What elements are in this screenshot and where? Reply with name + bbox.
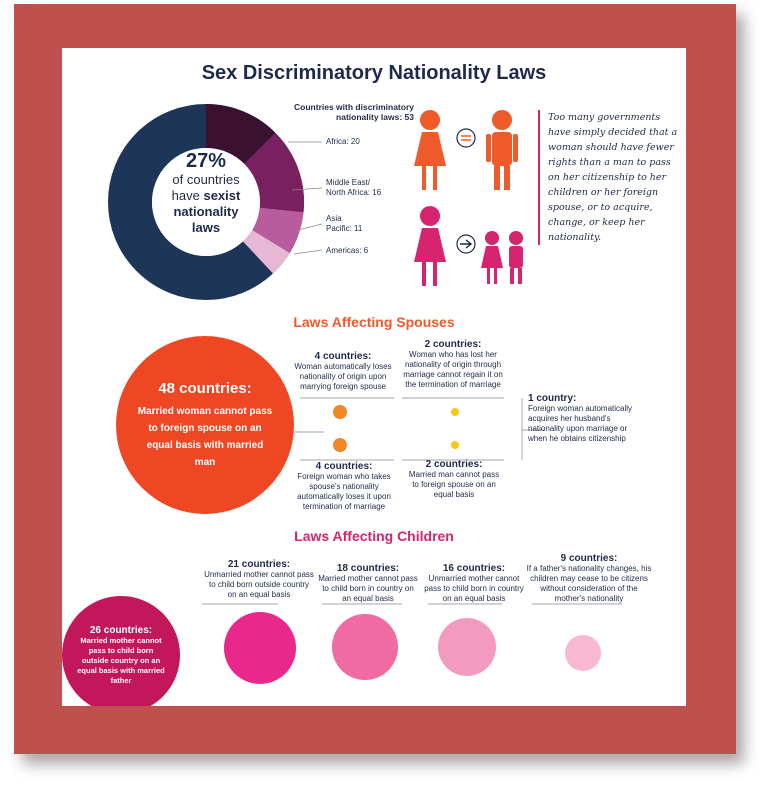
child3-label: 18 countries: Married mother cannot pass… — [318, 564, 418, 604]
donut-chart — [108, 104, 305, 300]
legend-africa: Africa: 20 — [326, 137, 360, 146]
donut-header-line2: nationality laws: 53 — [336, 112, 414, 122]
center-line3: nationality — [173, 204, 239, 219]
infographic-sheet: Sex Discriminatory Nationality Laws 27% … — [62, 48, 686, 706]
pass-arrow-icon — [456, 234, 476, 254]
legend-mena-line1: Middle East/ — [326, 178, 371, 187]
spouse-item3-text: Foreign woman who takes spouse's nationa… — [297, 472, 391, 511]
legend-mena: Middle East/ North Africa: 16 — [326, 178, 381, 198]
donut-center-label: 27% of countries have sexist nationality… — [158, 150, 254, 236]
spouse-item4-count: 2 countries: — [425, 459, 483, 470]
spouse-item3-dot — [333, 438, 347, 452]
spouse-item2: 2 countries: Woman who has lost her nati… — [398, 340, 508, 390]
spouse-item1: 4 countries: Woman automatically loses n… — [288, 352, 398, 392]
center-percentage: 27% — [185, 150, 227, 172]
spouse-item2-text: Woman who has lost her nationality of or… — [403, 350, 503, 389]
spouse-item4: 2 countries: Married man cannot pass to … — [406, 460, 502, 500]
spouse-item4-dot — [451, 441, 459, 449]
children-title: Laws Affecting Children — [294, 528, 454, 544]
daughter-icon — [481, 231, 503, 284]
child2-text: Unmarried mother cannot pass to child bo… — [204, 570, 314, 599]
child3-circle — [332, 614, 398, 680]
spouse-item1-count: 4 countries: — [314, 351, 372, 362]
center-line2a: have — [171, 188, 204, 203]
spouse-main-text: Married woman cannot pass to foreign spo… — [137, 405, 273, 468]
woman-icon — [414, 110, 446, 190]
child3-text: Married mother cannot pass to child born… — [318, 574, 418, 603]
spouse-item5-text: Foreign woman automatically acquires her… — [528, 404, 633, 443]
child3-count: 18 countries: — [336, 563, 400, 574]
spouse-item5: 1 country: Foreign woman automatically a… — [528, 394, 638, 444]
people-illustration — [414, 110, 523, 286]
mother-icon — [414, 206, 446, 286]
child5-label: 9 countries: If a father's nationality c… — [524, 554, 654, 604]
child1-text: Married mother cannot pass to child born… — [77, 635, 165, 685]
donut-header: Countries with discriminatory nationalit… — [274, 102, 414, 122]
donut-header-line1: Countries with discriminatory — [294, 102, 414, 112]
legend-mena-line2: North Africa: 16 — [326, 188, 382, 197]
child4-circle — [438, 618, 496, 676]
child2-count: 21 countries: — [227, 559, 291, 570]
man-icon — [486, 110, 518, 190]
legend-americas: Americas: 6 — [326, 246, 369, 255]
spouse-item2-count: 2 countries: — [424, 339, 482, 350]
donut-asia-segment — [252, 207, 304, 253]
legend-asia: Asia Pacific: 11 — [326, 214, 362, 234]
child5-count: 9 countries: — [560, 553, 618, 564]
donut-mena-segment — [244, 132, 305, 213]
child4-label: 16 countries: Unmarried mother cannot pa… — [422, 564, 526, 604]
spouses-title: Laws Affecting Spouses — [293, 314, 455, 330]
legend-asia-line2: Pacific: 11 — [326, 224, 363, 233]
spouse-main-circle: 48 countries: Married woman cannot pass … — [116, 336, 294, 514]
equal-exchange-icon — [456, 128, 476, 148]
page-title: Sex Discriminatory Nationality Laws — [201, 62, 547, 84]
spouse-item5-count: 1 country: — [528, 393, 577, 404]
spouse-main-count: 48 countries: — [158, 379, 252, 397]
child2-label: 21 countries: Unmarried mother cannot pa… — [204, 560, 314, 600]
spouse-connector-lines — [294, 397, 544, 461]
child2-circle — [224, 612, 296, 684]
child5-text: If a father's nationality changes, his c… — [526, 564, 652, 603]
center-line2b: sexist — [203, 188, 241, 203]
spouse-item3: 4 countries: Foreign woman who takes spo… — [292, 462, 396, 512]
donut-africa-segment — [206, 104, 276, 164]
spouse-item3-count: 4 countries: — [315, 461, 373, 472]
child4-count: 16 countries: — [442, 563, 506, 574]
child5-circle — [565, 635, 601, 671]
child1-count: 26 countries: — [89, 624, 153, 636]
legend-asia-line1: Asia — [326, 214, 342, 223]
child-main-circle: 26 countries: Married mother cannot pass… — [62, 596, 180, 706]
donut-americas-segment — [242, 230, 290, 274]
son-icon — [509, 231, 523, 284]
spouse-item2-dot — [451, 408, 459, 416]
spouse-item4-text: Married man cannot pass to foreign spous… — [408, 470, 500, 499]
spouse-item1-text: Woman automatically loses nationality of… — [294, 362, 392, 391]
children-connector-line — [202, 603, 622, 605]
legend-lines — [288, 141, 323, 255]
quote-text: Too many governments have simply decided… — [538, 110, 684, 245]
center-line1: of countries — [172, 172, 240, 187]
child4-text: Unmarried mother cannot pass to child bo… — [424, 574, 524, 603]
center-line4: laws — [191, 220, 221, 235]
spouse-item1-dot — [333, 405, 347, 419]
